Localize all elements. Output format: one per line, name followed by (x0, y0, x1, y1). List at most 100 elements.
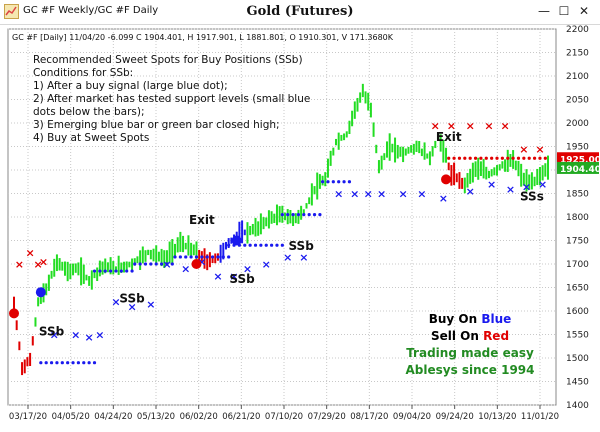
price-label-text: 1925.00 (560, 155, 600, 165)
x-tick-label: 04/24/20 (94, 412, 132, 422)
annotation-label: SSb (119, 292, 145, 306)
support-dot (479, 156, 483, 160)
y-tick-label: 2100 (566, 72, 589, 82)
support-dot (538, 156, 542, 160)
buy-signal-dot (231, 235, 242, 246)
x-marker: × (127, 300, 136, 313)
support-dot (189, 255, 193, 259)
maximize-button[interactable]: ☐ (558, 4, 570, 18)
support-dot (468, 156, 472, 160)
price-chart[interactable]: 1400 1450 1500 1550 1600 1650 1700 1750 1800 1850… (0, 25, 600, 428)
support-dot (302, 213, 306, 217)
support-dot (457, 156, 462, 160)
support-dot (221, 255, 225, 259)
x-tick-label: 10/13/20 (478, 412, 516, 422)
support-dot (210, 255, 215, 259)
support-dot (312, 213, 317, 217)
x-marker: × (243, 263, 252, 276)
support-dot (71, 361, 75, 365)
x-marker: × (95, 329, 104, 342)
app-icon (4, 4, 19, 19)
x-marker: × (487, 178, 496, 191)
title-bar: GC #F Weekly/GC #F Daily Gold (Futures) … (0, 0, 600, 25)
note-line: Recommended Sweet Spots for Buy Position… (33, 54, 303, 66)
support-dot (119, 269, 123, 273)
support-dot (39, 361, 43, 365)
x-tick-label: 09/04/20 (393, 412, 431, 422)
x-marker: × (15, 258, 24, 271)
note-line: dots below the bars); (33, 106, 145, 118)
y-tick-label: 1650 (566, 284, 589, 294)
support-dot (337, 180, 341, 184)
support-dot (194, 255, 199, 259)
sell-signal-dot (441, 174, 452, 185)
support-dot (92, 269, 97, 273)
x-marker: × (398, 188, 407, 201)
support-dot (296, 213, 301, 217)
support-dot (227, 243, 231, 247)
support-dot (307, 213, 311, 217)
support-dot (184, 255, 188, 259)
x-marker: × (25, 246, 34, 259)
x-marker: × (162, 258, 171, 271)
support-dot (473, 156, 478, 160)
support-dot (248, 243, 252, 247)
x-tick-label: 08/17/20 (350, 412, 388, 422)
y-tick-label: 1750 (566, 237, 589, 247)
legend-line: Sell On Red (431, 329, 509, 343)
support-dot (452, 156, 456, 160)
support-dot (490, 156, 494, 160)
x-marker: × (538, 178, 547, 191)
x-marker: × (111, 296, 120, 309)
support-dot (114, 269, 118, 273)
support-dot (55, 361, 59, 365)
support-dot (243, 243, 247, 247)
x-marker: × (350, 188, 359, 201)
support-dot (331, 180, 335, 184)
support-dot (49, 361, 54, 365)
note-line: 2) After market has tested support level… (33, 93, 310, 105)
x-marker: × (229, 270, 238, 283)
info-line: GC #F [Daily] 11/04/20 -6.099 C 1904.401… (12, 33, 394, 42)
x-tick-label: 06/21/20 (222, 412, 260, 422)
support-dot (500, 156, 504, 160)
x-marker: × (283, 251, 292, 264)
support-dot (275, 243, 279, 247)
support-dot (133, 262, 137, 266)
x-marker: × (535, 143, 544, 156)
x-marker: × (506, 183, 515, 196)
price-label-text: 1904.40 (560, 165, 600, 175)
price-label-box (557, 152, 599, 165)
annotation-label: SSb (39, 324, 65, 338)
x-marker: × (447, 119, 456, 132)
y-tick-label: 1550 (566, 331, 589, 341)
chart-area[interactable]: 1400 1450 1500 1550 1600 1650 1700 1750 1800 1850… (0, 25, 600, 432)
sell-signal-dot (9, 308, 19, 319)
support-dot (178, 255, 182, 259)
chart-title: Gold (Futures) (246, 4, 354, 19)
support-dot (103, 269, 107, 273)
support-dot (216, 255, 220, 259)
support-dot (130, 269, 134, 273)
support-dot (98, 269, 102, 273)
x-marker: × (484, 119, 493, 132)
y-tick-label: 1800 (566, 213, 589, 223)
x-marker: × (262, 258, 271, 271)
annotation-label: SSb (229, 272, 255, 286)
support-dot (154, 262, 158, 266)
y-tick-label: 1450 (566, 378, 589, 388)
support-dot (66, 361, 70, 365)
x-marker: × (85, 331, 94, 344)
y-tick-label: 1600 (566, 307, 589, 317)
support-dot (342, 180, 346, 184)
support-dot (280, 213, 284, 217)
support-dot (286, 213, 290, 217)
minimize-button[interactable]: — (538, 4, 550, 18)
support-dot (447, 156, 451, 160)
support-dot (82, 361, 86, 365)
x-marker: × (439, 192, 448, 205)
price-label-box (557, 161, 599, 174)
y-tick-label: 1700 (566, 260, 589, 270)
support-dot (159, 262, 164, 266)
close-button[interactable]: ✕ (578, 4, 590, 18)
